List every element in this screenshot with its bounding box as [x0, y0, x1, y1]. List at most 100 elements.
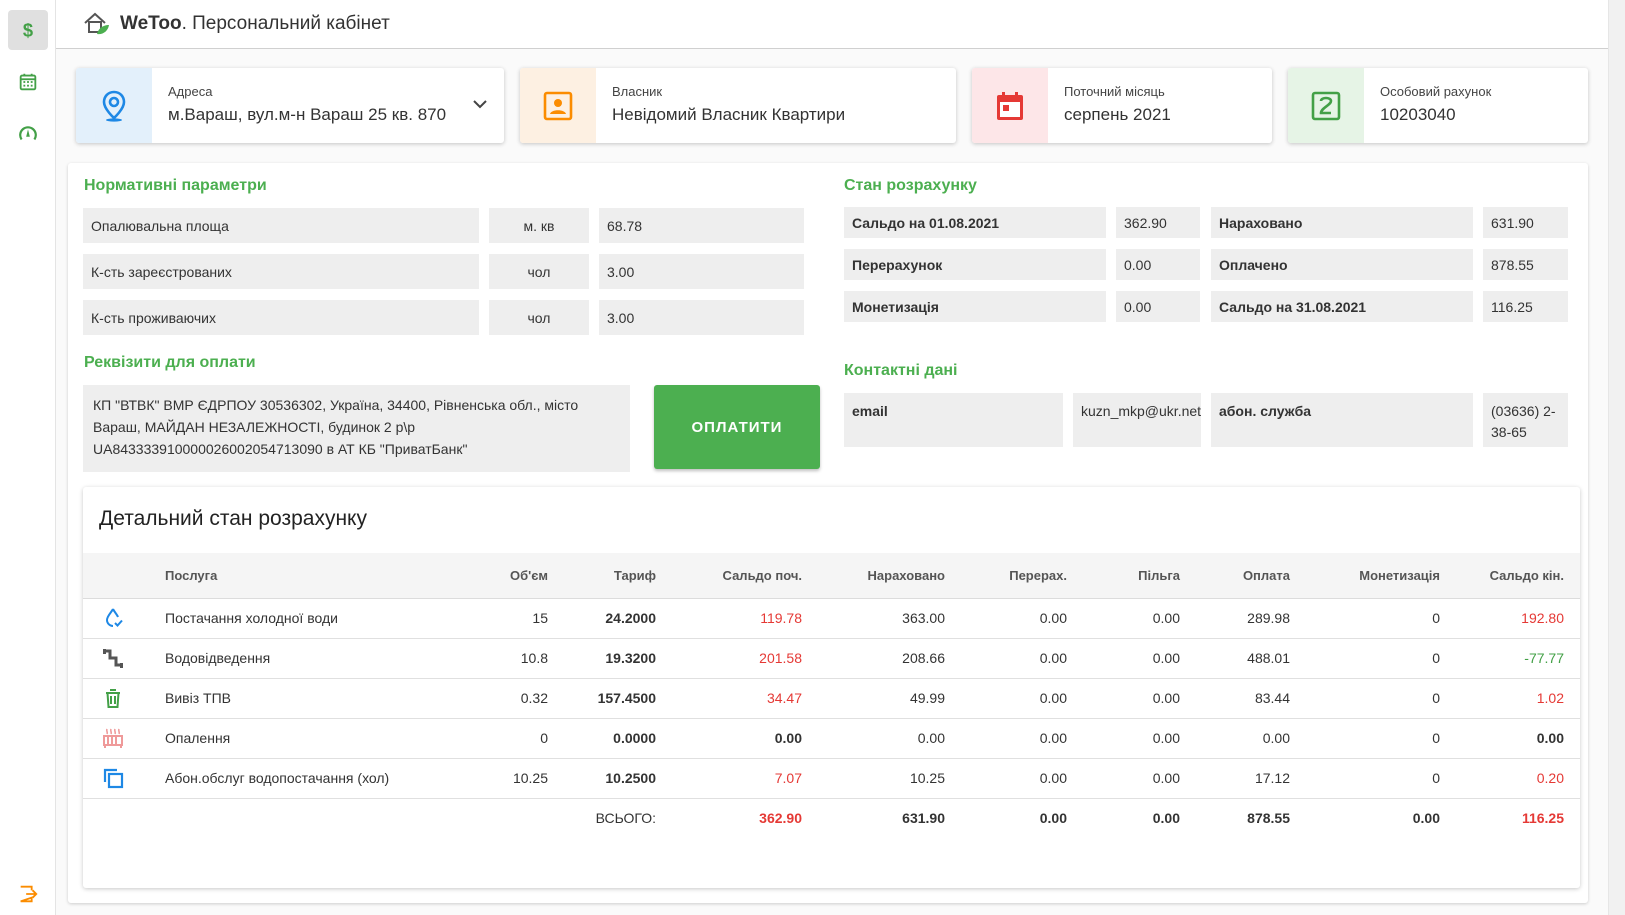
account-card: Особовий рахунок 10203040 — [1288, 68, 1588, 143]
month-label: Поточний місяць — [1064, 84, 1165, 99]
address-card[interactable]: Адреса м.Вараш, вул.м-н Вараш 25 кв. 870 — [76, 68, 504, 143]
norm-value-area: 68.78 — [599, 208, 804, 243]
trash-icon — [106, 689, 120, 708]
table-header-row: Послуга Об'єм Тариф Сальдо поч. Нарахова… — [83, 553, 1580, 599]
app-header: WeToo. Персональний кабінет — [56, 0, 1608, 49]
logo-icon — [84, 12, 109, 35]
service-name: Опалення — [165, 718, 400, 759]
col-header: Сальдо кін. — [1440, 553, 1580, 599]
service-name: Вивіз ТПВ — [165, 678, 400, 719]
account-box-icon — [543, 91, 573, 120]
col-header: Тариф — [548, 553, 656, 599]
contact-service-value: (03636) 2- 38-65 — [1483, 393, 1568, 447]
total-label: ВСЬОГО: — [595, 810, 656, 827]
calendar-icon — [19, 73, 37, 91]
address-label: Адреса — [168, 84, 213, 99]
dollar-icon: $ — [23, 19, 33, 40]
contacts-title: Контактні дані — [844, 362, 958, 379]
location-pin-icon — [102, 90, 126, 122]
main-panel: Нормативні параметри Опалювальна площа м… — [68, 163, 1588, 903]
state-label-start-balance: Сальдо на 01.08.2021 — [844, 207, 1106, 238]
app-title: WeToo. Персональний кабінет — [120, 13, 390, 34]
gauge-icon — [19, 126, 37, 141]
state-value-end-balance: 116.25 — [1483, 291, 1568, 322]
detail-card: Детальний стан розрахунку Послуга Об'єм … — [83, 487, 1580, 888]
rail-billing-button[interactable]: $ — [8, 10, 48, 50]
account-icon-box — [1288, 68, 1364, 143]
svg-text:$: $ — [23, 19, 33, 40]
detail-title: Детальний стан розрахунку — [99, 507, 367, 530]
table-row[interactable]: Постачання холодної води 15 24.2000 119.… — [83, 598, 1580, 639]
copy-icon — [103, 768, 124, 789]
state-label-monetization: Монетизація — [844, 291, 1106, 322]
norm-label-living: К-сть проживаючих — [83, 300, 479, 335]
rail-calendar-button[interactable] — [8, 62, 48, 102]
norm-unit-living: чол — [489, 300, 589, 335]
account-label: Особовий рахунок — [1380, 84, 1492, 99]
state-label-charged: Нараховано — [1211, 207, 1473, 238]
detail-table: Послуга Об'єм Тариф Сальдо поч. Нарахова… — [83, 553, 1580, 838]
address-value: м.Вараш, вул.м-н Вараш 25 кв. 870 — [168, 105, 447, 124]
col-header: Нараховано — [802, 553, 945, 599]
table-row[interactable]: Абон.обслуг водопостачання (хол) 10.25 1… — [83, 758, 1580, 799]
payment-line: Вараш, МАЙДАН НЕЗАЛЕЖНОСТІ, будинок 2 р\… — [93, 419, 416, 435]
month-value: серпень 2021 — [1064, 105, 1171, 124]
payment-title: Реквізити для оплати — [84, 354, 256, 371]
payment-line: КП "ВТВК" ВМР ЄДРПОУ 30536302, Україна, … — [93, 397, 579, 413]
calendar-today-icon — [997, 91, 1023, 120]
norm-label-area: Опалювальна площа — [83, 208, 479, 243]
payment-line: UA843333910000026002054713090 в АТ КБ "П… — [93, 441, 468, 457]
water-drop-icon — [105, 608, 123, 627]
norm-value-registered: 3.00 — [599, 254, 804, 289]
month-icon-box — [972, 68, 1048, 143]
logout-button[interactable] — [8, 874, 48, 914]
address-icon-box — [76, 68, 152, 143]
table-row[interactable]: Водовідведення 10.8 19.3200 201.58 208.6… — [83, 638, 1580, 679]
month-card: Поточний місяць серпень 2021 — [972, 68, 1272, 143]
table-row[interactable]: Вивіз ТПВ 0.32 157.4500 34.47 49.99 0.00… — [83, 678, 1580, 719]
payment-details: КП "ВТВК" ВМР ЄДРПОУ 30536302, Україна, … — [83, 385, 630, 472]
pay-button[interactable]: ОПЛАТИТИ — [654, 385, 820, 469]
state-value-start-balance: 362.90 — [1116, 207, 1200, 238]
norm-value-living: 3.00 — [599, 300, 804, 335]
col-header: Монетизація — [1290, 553, 1440, 599]
contact-phone-line: 38-65 — [1491, 424, 1527, 440]
state-label-recalc: Перерахунок — [844, 249, 1106, 280]
contact-email-value[interactable]: kuzn_mkp@ukr.net — [1073, 393, 1201, 447]
scrollbar[interactable] — [1608, 0, 1625, 915]
norm-unit-registered: чол — [489, 254, 589, 289]
rail-meter-button[interactable] — [8, 114, 48, 154]
norm-unit-area: м. кв — [489, 208, 589, 243]
radiator-icon — [103, 728, 123, 748]
side-rail: $ — [0, 0, 56, 915]
col-header: Перерах. — [945, 553, 1067, 599]
table-row[interactable]: Опалення 0 0.0000 0.00 0.00 0.00 0.00 0.… — [83, 718, 1580, 759]
state-title: Стан розрахунку — [844, 177, 977, 194]
owner-label: Власник — [612, 84, 663, 99]
state-value-monetization: 0.00 — [1116, 291, 1200, 322]
col-header: Послуга — [165, 553, 400, 599]
logout-icon — [20, 885, 38, 903]
state-value-paid: 878.55 — [1483, 249, 1568, 280]
contact-email-label: email — [844, 393, 1063, 447]
chevron-down-icon[interactable] — [470, 94, 490, 114]
state-label-paid: Оплачено — [1211, 249, 1473, 280]
numbered-box-icon — [1311, 91, 1341, 120]
owner-icon-box — [520, 68, 596, 143]
total-row: ВСЬОГО: 362.90 631.90 0.00 0.00 878.55 0… — [83, 798, 1580, 838]
service-name: Постачання холодної води — [165, 598, 400, 639]
owner-card: Власник Невідомий Власник Квартири — [520, 68, 956, 143]
owner-value: Невідомий Власник Квартири — [612, 105, 846, 124]
col-header: Сальдо поч. — [656, 553, 802, 599]
col-header: Об'єм — [400, 553, 548, 599]
contact-service-label: абон. служба — [1211, 393, 1473, 447]
col-header: Пільга — [1067, 553, 1180, 599]
state-value-recalc: 0.00 — [1116, 249, 1200, 280]
norm-label-registered: К-сть зареєстрованих — [83, 254, 479, 289]
service-name: Абон.обслуг водопостачання (хол) — [165, 758, 400, 799]
state-label-end-balance: Сальдо на 31.08.2021 — [1211, 291, 1473, 322]
state-value-charged: 631.90 — [1483, 207, 1568, 238]
contact-phone-line: (03636) 2- — [1491, 403, 1556, 419]
col-header: Оплата — [1180, 553, 1290, 599]
account-value: 10203040 — [1380, 105, 1456, 124]
